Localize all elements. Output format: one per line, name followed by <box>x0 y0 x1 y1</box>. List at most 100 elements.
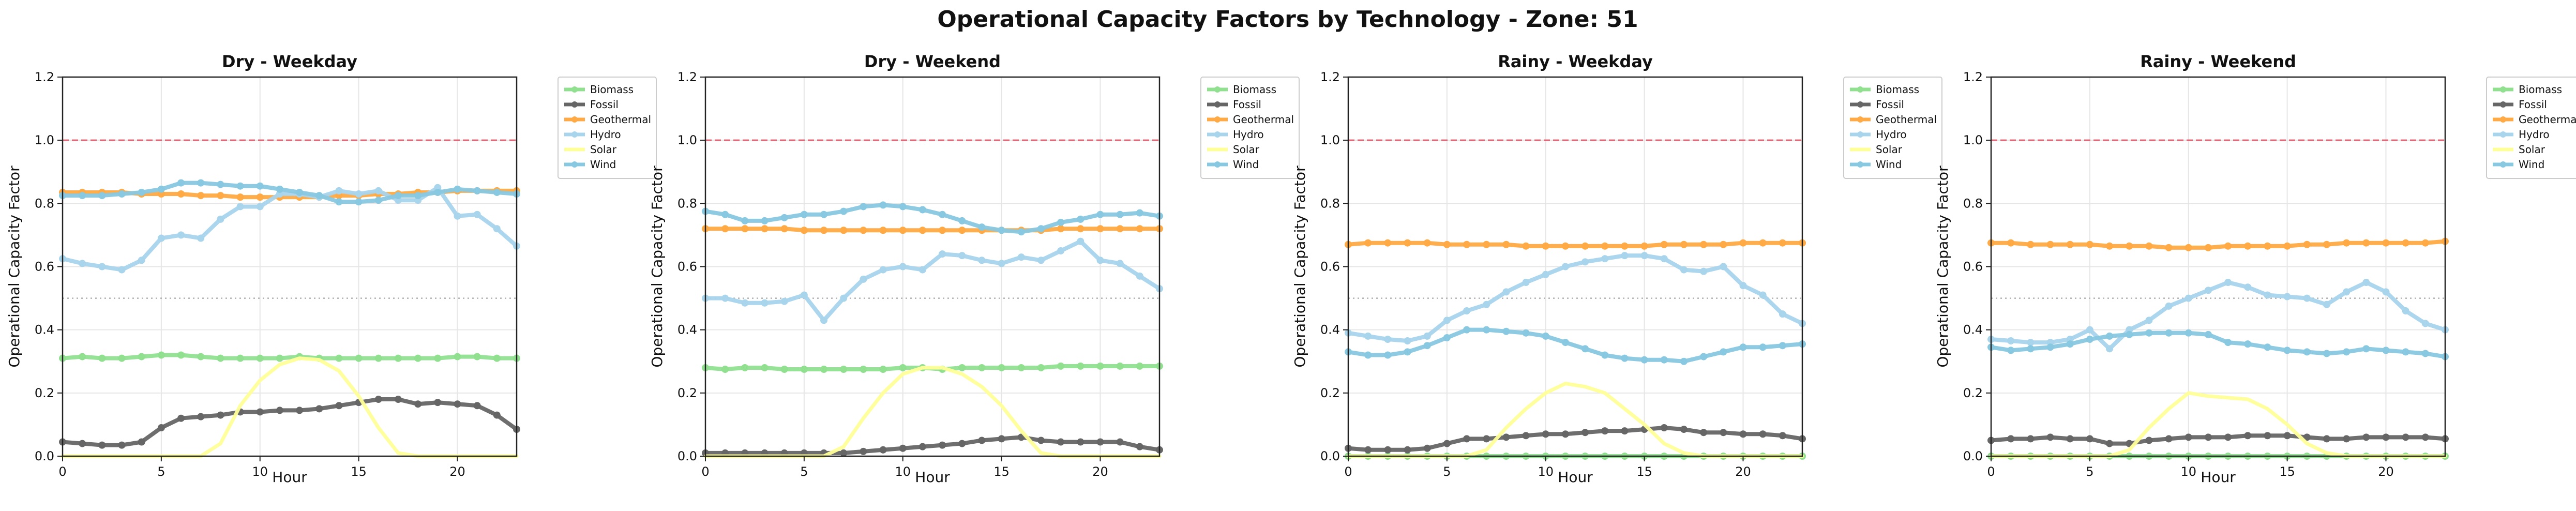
data-point <box>721 366 729 373</box>
data-point <box>899 444 907 452</box>
y-tick-label: 0.4 <box>1320 323 1340 337</box>
y-tick-label: 0.8 <box>35 196 54 211</box>
data-point <box>820 317 828 324</box>
legend-label: Hydro <box>1876 128 1907 141</box>
data-point <box>394 354 402 362</box>
data-point <box>998 364 1005 371</box>
series-fossil <box>1345 424 1806 454</box>
data-point <box>1096 225 1104 233</box>
legend-marker <box>1214 131 1221 138</box>
data-point <box>1680 266 1688 274</box>
data-point <box>2224 279 2232 287</box>
data-point <box>918 266 926 274</box>
legend-box <box>558 77 657 179</box>
legend-label: Solar <box>590 143 617 156</box>
data-point <box>2165 435 2173 443</box>
data-point <box>2382 239 2390 247</box>
data-point <box>1057 247 1065 254</box>
data-point <box>1096 211 1104 218</box>
data-point <box>1739 430 1747 438</box>
data-point <box>2224 242 2232 250</box>
data-point <box>355 190 363 198</box>
legend-marker <box>2500 86 2506 93</box>
series-hydro <box>1345 252 1806 345</box>
data-point <box>1601 242 1609 250</box>
legend-marker <box>1214 116 1221 123</box>
x-tick-label: 10 <box>1538 464 1554 479</box>
legend-marker <box>1857 131 1863 138</box>
data-point <box>1423 444 1431 452</box>
data-point <box>2126 330 2133 338</box>
data-point <box>1136 225 1143 233</box>
data-point <box>374 354 382 362</box>
data-point <box>1404 239 1411 247</box>
data-point <box>157 185 165 193</box>
data-point <box>2362 433 2370 441</box>
data-point <box>1096 362 1104 370</box>
data-point <box>2264 343 2271 351</box>
data-point <box>1779 239 1786 247</box>
data-point <box>918 206 926 214</box>
series-fossil <box>702 433 1163 457</box>
data-point <box>741 217 749 224</box>
legend-item-biomass: Biomass <box>564 83 634 96</box>
data-point <box>840 227 848 234</box>
data-point <box>978 223 986 231</box>
data-point <box>177 179 185 187</box>
data-point <box>1384 335 1392 343</box>
data-point <box>276 185 283 193</box>
y-axis-label: Operational Capacity Factor <box>1291 166 1308 368</box>
data-point <box>236 354 244 362</box>
data-point <box>2165 329 2173 337</box>
legend-marker <box>1214 86 1221 93</box>
data-point <box>79 260 86 267</box>
data-point <box>454 185 461 193</box>
data-point <box>2204 433 2212 441</box>
data-point <box>899 203 907 211</box>
data-point <box>315 405 323 413</box>
data-point <box>918 443 926 450</box>
data-point <box>1502 241 1510 248</box>
data-point <box>2343 348 2351 356</box>
data-point <box>998 227 1005 234</box>
data-point <box>1680 241 1688 248</box>
data-point <box>1660 255 1668 263</box>
legend-box <box>2486 77 2576 179</box>
legend-label: Biomass <box>1233 83 1276 96</box>
data-point <box>157 234 165 242</box>
legend-marker <box>1857 161 1863 168</box>
data-point <box>1384 446 1392 454</box>
data-point <box>1443 334 1451 341</box>
data-point <box>1443 241 1451 248</box>
data-point <box>118 354 126 362</box>
legend-item-hydro: Hydro <box>564 128 621 141</box>
data-point <box>2106 332 2114 340</box>
data-point <box>1542 332 1549 340</box>
data-point <box>236 193 244 201</box>
data-point <box>1443 317 1451 324</box>
data-point <box>2283 347 2291 354</box>
data-point <box>2244 340 2252 348</box>
legend-box <box>1200 77 1300 179</box>
data-point <box>296 407 304 414</box>
y-tick-label: 1.0 <box>1320 133 1340 147</box>
legend-item-hydro: Hydro <box>2493 128 2550 141</box>
data-point <box>335 402 343 410</box>
legend-marker <box>2500 161 2506 168</box>
data-point <box>1542 430 1549 438</box>
data-point <box>899 364 907 371</box>
x-tick-label: 5 <box>2086 464 2093 479</box>
x-tick-label: 15 <box>2279 464 2295 479</box>
data-point <box>217 192 224 200</box>
legend-item-biomass: Biomass <box>2493 83 2562 96</box>
data-point <box>454 353 461 360</box>
data-point <box>2283 293 2291 300</box>
series-line <box>703 227 1162 233</box>
data-point <box>2382 347 2390 354</box>
data-point <box>1660 356 1668 364</box>
legend-item-geothermal: Geothermal <box>1207 113 1294 126</box>
data-point <box>177 414 185 422</box>
panel-title: Rainy - Weekday <box>1498 52 1653 71</box>
data-point <box>276 407 283 414</box>
legend-marker <box>1214 101 1221 108</box>
